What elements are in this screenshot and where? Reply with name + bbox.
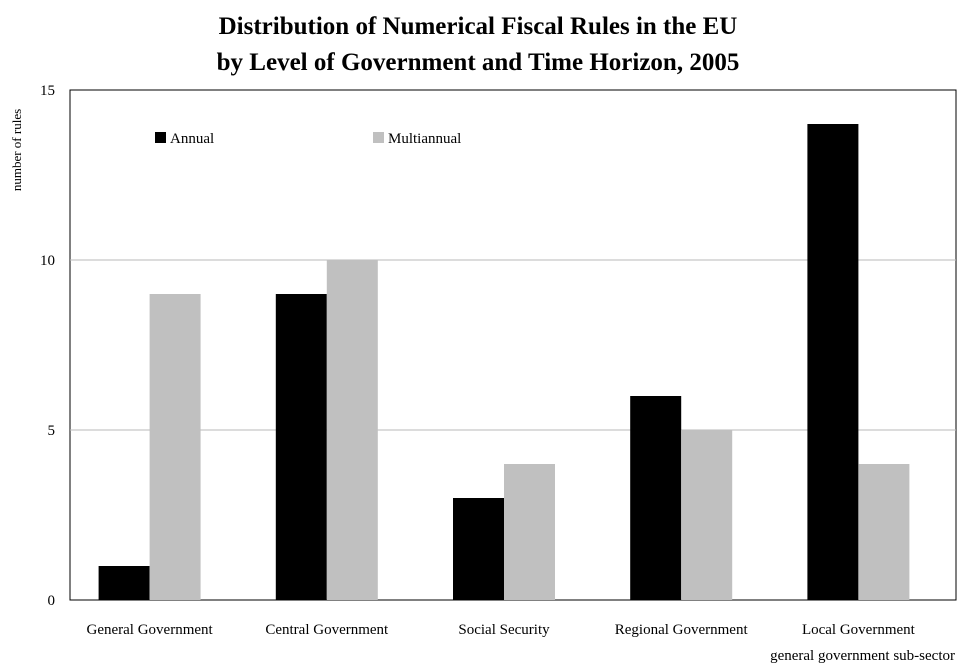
x-axis-label: general government sub-sector <box>770 648 955 663</box>
legend-label-annual: Annual <box>170 131 214 147</box>
bar-annual-regional-government <box>630 396 682 600</box>
y-tick-label: 10 <box>40 253 55 269</box>
bar-multiannual-regional-government <box>681 430 733 600</box>
bar-annual-central-government <box>275 294 327 600</box>
x-tick-label: General Government <box>86 622 213 638</box>
bar-multiannual-social-security <box>504 464 555 600</box>
y-tick-label: 0 <box>48 593 56 609</box>
bar-multiannual-central-government <box>326 260 378 600</box>
legend-swatch-multiannual <box>373 132 384 143</box>
y-tick-label: 5 <box>48 423 56 439</box>
x-tick-label: Local Government <box>802 622 916 638</box>
bar-annual-general-government <box>98 566 150 600</box>
bar-multiannual-general-government <box>149 294 201 600</box>
bar-annual-local-government <box>807 124 859 600</box>
legend-swatch-annual <box>155 132 166 143</box>
bar-annual-social-security <box>453 498 504 600</box>
x-tick-label: Social Security <box>458 622 550 638</box>
chart-subtitle: by Level of Government and Time Horizon,… <box>217 49 740 76</box>
x-tick-label: Central Government <box>265 622 389 638</box>
x-tick-label: Regional Government <box>615 622 749 638</box>
bar-multiannual-local-government <box>858 464 910 600</box>
chart-title: Distribution of Numerical Fiscal Rules i… <box>219 13 738 40</box>
y-axis-label: number of rules <box>9 109 24 191</box>
y-tick-label: 15 <box>40 83 55 99</box>
legend-label-multiannual: Multiannual <box>388 131 461 147</box>
